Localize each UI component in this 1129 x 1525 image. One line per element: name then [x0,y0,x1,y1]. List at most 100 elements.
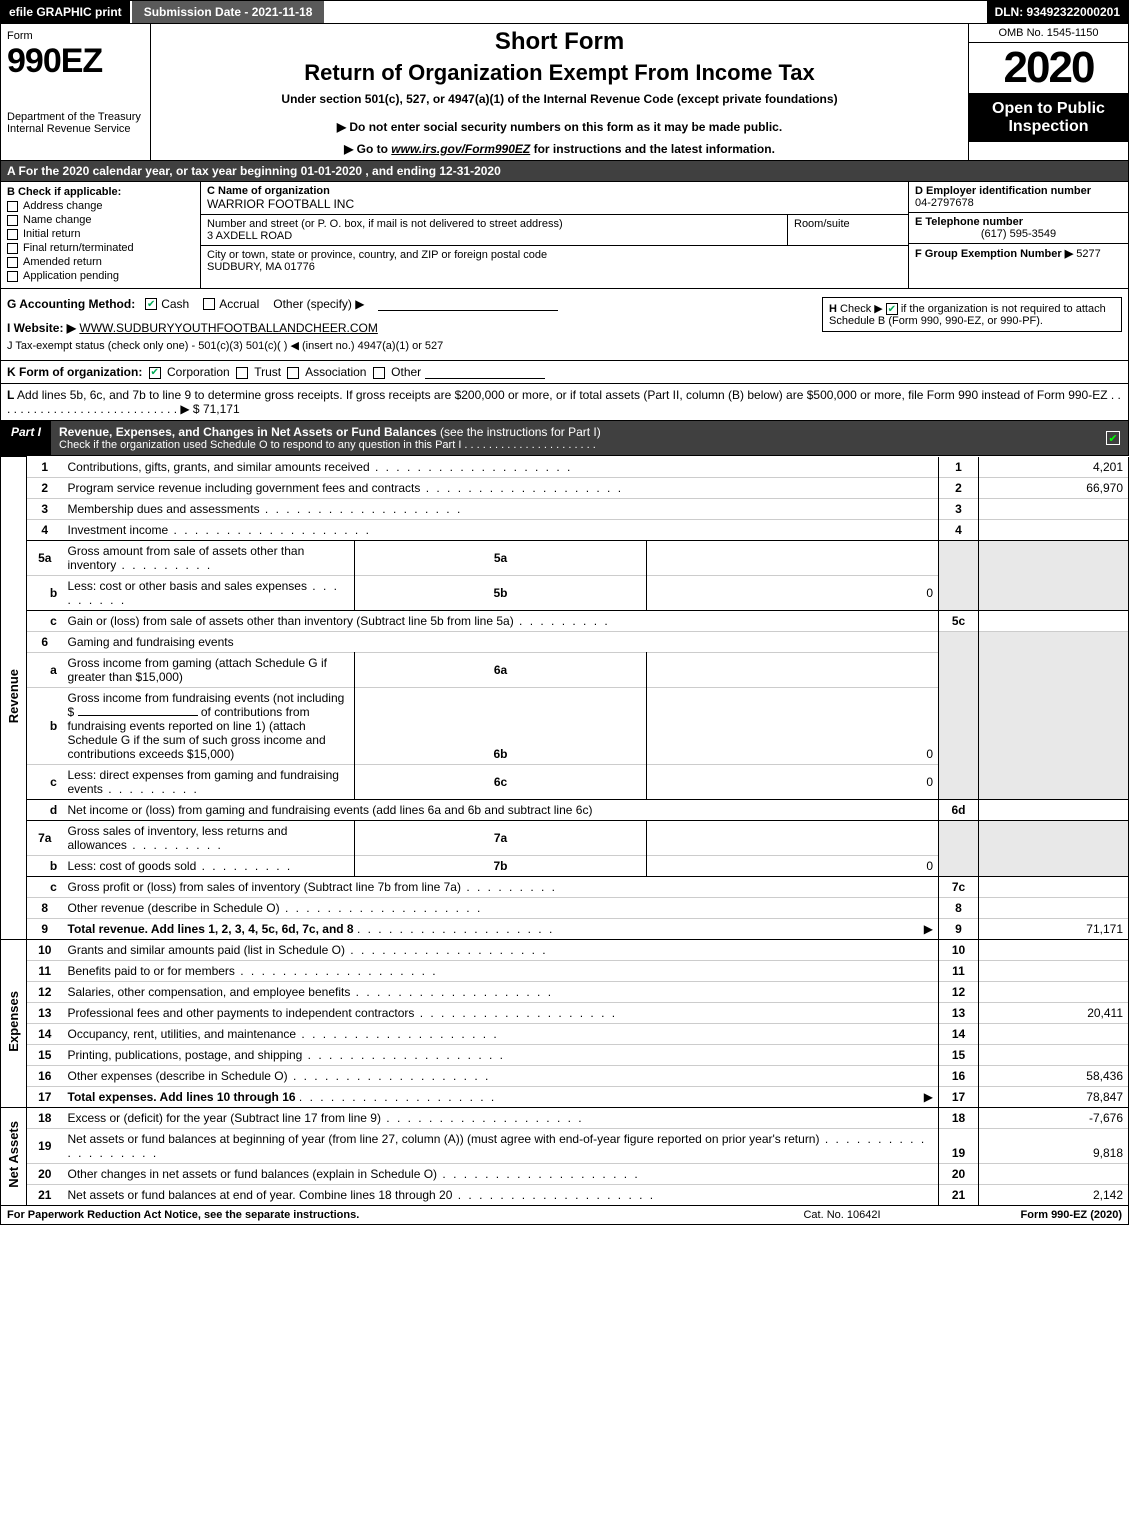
tax-year: 2020 [969,43,1128,94]
line-desc: Less: cost or other basis and sales expe… [63,575,355,610]
line-num: c [45,764,63,799]
goto-pre: ▶ Go to [344,142,391,156]
chk-name-change[interactable]: Name change [7,214,194,226]
h-checkbox[interactable] [886,303,898,315]
c-street: Number and street (or P. O. box, if mail… [201,215,788,245]
line-20: 20 Other changes in net assets or fund b… [1,1163,1129,1184]
line-desc: Gaming and fundraising events [63,631,939,652]
line-13: 13 Professional fees and other payments … [1,1002,1129,1023]
line-num: 6 [27,631,63,652]
line-amt: 2,142 [979,1184,1129,1205]
chk-address-change[interactable]: Address change [7,200,194,212]
line-num: 12 [27,981,63,1002]
line-num: 9 [27,918,63,939]
line-6d: d Net income or (loss) from gaming and f… [1,799,1129,820]
inner-label: 6a [355,652,647,687]
dots [357,922,554,936]
expenses-sidebar: Expenses [1,939,27,1107]
h-box: H Check ▶ if the organization is not req… [822,297,1122,332]
other-checkbox[interactable] [373,367,385,379]
irs-link[interactable]: www.irs.gov/Form990EZ [391,142,530,156]
corp-checkbox[interactable] [149,367,161,379]
assoc-lbl: Association [305,365,366,379]
line-ref: 5c [939,610,979,631]
part1-header: Part I Revenue, Expenses, and Changes in… [0,421,1129,456]
line-ref: 15 [939,1044,979,1065]
k-line: K Form of organization: Corporation Trus… [0,361,1129,384]
line-ref: 14 [939,1023,979,1044]
line-num: b [45,687,63,764]
line-num: 5a [27,540,63,575]
4947-lbl: 4947(a)(1) or [358,340,422,352]
checkbox-icon[interactable] [7,215,18,226]
accrual-checkbox[interactable] [203,298,215,310]
chk-application-pending[interactable]: Application pending [7,270,194,282]
other-input[interactable] [425,367,545,379]
trust-checkbox[interactable] [236,367,248,379]
header-center: Short Form Return of Organization Exempt… [151,24,968,160]
chk-amended-return[interactable]: Amended return [7,256,194,268]
schedO-checkbox[interactable] [1106,431,1120,445]
line-amt: 58,436 [979,1065,1129,1086]
line-num: 1 [27,457,63,478]
checkbox-icon[interactable] [7,201,18,212]
form-header: Form 990EZ Department of the Treasury In… [0,24,1129,161]
c-name-label: C Name of organization [207,185,902,197]
website-value[interactable]: WWW.SUDBURYYOUTHFOOTBALLANDCHEER.COM [79,321,377,335]
line-amt [979,1044,1129,1065]
checkbox-icon[interactable] [7,257,18,268]
goto-line: ▶ Go to www.irs.gov/Form990EZ for instru… [159,142,960,156]
blank-input[interactable] [78,715,198,716]
line-desc: Grants and similar amounts paid (list in… [63,939,939,960]
line-ref: 8 [939,897,979,918]
line-amt [979,498,1129,519]
line-num: d [45,799,63,820]
chk-lbl: Application pending [23,270,119,282]
chk-final-return[interactable]: Final return/terminated [7,242,194,254]
checkbox-icon[interactable] [7,229,18,240]
street-value: 3 AXDELL ROAD [207,230,781,242]
h-label: H [829,303,837,315]
line-3: 3 Membership dues and assessments 3 [1,498,1129,519]
g-label: G Accounting Method: [7,297,135,311]
ein-value: 04-2797678 [915,197,1122,209]
arrow-icon: ▶ [924,922,933,936]
line-amt: 4,201 [979,457,1129,478]
city-label: City or town, state or province, country… [207,249,902,261]
fr-post: (2020) [1087,1209,1122,1221]
open-to-public: Open to Public Inspection [969,94,1128,142]
line-ref: 3 [939,498,979,519]
checkbox-icon[interactable] [7,271,18,282]
chk-initial-return[interactable]: Initial return [7,228,194,240]
revenue-label: Revenue [6,669,21,723]
city-value: SUDBURY, MA 01776 [207,261,902,273]
accounting-section: G Accounting Method: Cash Accrual Other … [0,289,1129,361]
line-amt: 71,171 [979,918,1129,939]
irs-label: Internal Revenue Service [7,123,144,135]
line-ref: 17 [939,1086,979,1107]
efile-print[interactable]: efile GRAPHIC print [1,1,130,23]
form-title: Return of Organization Exempt From Incom… [159,60,960,86]
part1-title: Revenue, Expenses, and Changes in Net As… [59,425,437,439]
d-ein: D Employer identification number 04-2797… [909,182,1128,213]
row-a-calendar: A For the 2020 calendar year, or tax yea… [0,161,1129,182]
other-input[interactable] [378,297,558,311]
line-5c: c Gain or (loss) from sale of assets oth… [1,610,1129,631]
line-num: 15 [27,1044,63,1065]
c-addr-block: Number and street (or P. O. box, if mail… [201,215,908,246]
line-18: Net Assets 18 Excess or (deficit) for th… [1,1107,1129,1128]
assoc-checkbox[interactable] [287,367,299,379]
line-num: 7a [27,820,63,855]
inner-value: 0 [647,575,939,610]
line-num: c [45,876,63,897]
line-ref: 16 [939,1065,979,1086]
org-name: WARRIOR FOOTBALL INC [207,197,902,211]
grey-block [979,631,1129,799]
checkbox-icon[interactable] [7,243,18,254]
chk-lbl: Final return/terminated [23,242,134,254]
line-num: b [45,575,63,610]
cash-checkbox[interactable] [145,298,157,310]
netassets-label: Net Assets [6,1121,21,1188]
line-num: 21 [27,1184,63,1205]
line-ref: 12 [939,981,979,1002]
